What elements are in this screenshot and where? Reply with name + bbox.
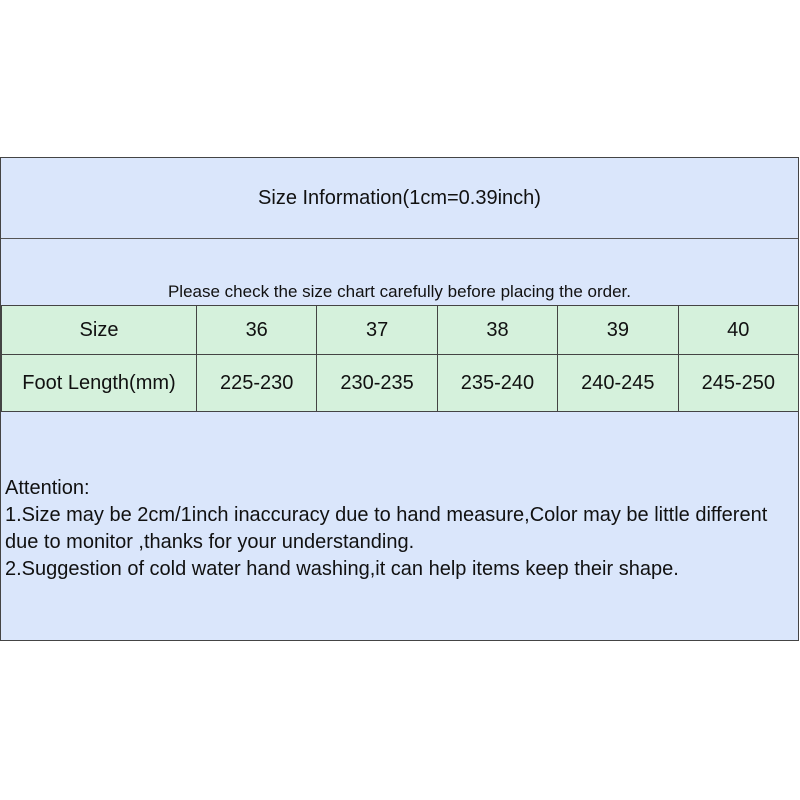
attention-heading: Attention:	[5, 477, 90, 499]
size-chart: Size Information(1cm=0.39inch) Please ch…	[0, 157, 800, 641]
table-cell: 40	[677, 305, 800, 355]
table-row-size: Size 36 37 38 39 40	[1, 305, 800, 355]
table-cell: 38	[436, 305, 559, 355]
order-note: Please check the size chart carefully be…	[167, 282, 632, 301]
attention-line-2: 2.Suggestion of cold water hand washing,…	[5, 558, 679, 580]
attention-line-1: 1.Size may be 2cm/1inch inaccuracy due t…	[5, 504, 768, 553]
chart-title: Size Information(1cm=0.39inch)	[1, 158, 798, 239]
row-label: Foot Length(mm)	[1, 354, 197, 412]
size-table: Size 36 37 38 39 40 Foot Length(mm) 225-…	[1, 305, 800, 412]
table-cell: 240-245	[557, 354, 679, 412]
row-label: Size	[1, 305, 197, 355]
table-cell: 235-240	[436, 354, 559, 412]
table-cell: 225-230	[195, 354, 318, 412]
table-row-foot-length: Foot Length(mm) 225-230 230-235 235-240 …	[1, 354, 800, 412]
table-cell: 39	[557, 305, 679, 355]
table-cell: 230-235	[316, 354, 438, 412]
table-cell: 36	[195, 305, 318, 355]
table-cell: 37	[316, 305, 438, 355]
attention-section: Attention: 1.Size may be 2cm/1inch inacc…	[5, 475, 795, 583]
table-cell: 245-250	[677, 354, 800, 412]
